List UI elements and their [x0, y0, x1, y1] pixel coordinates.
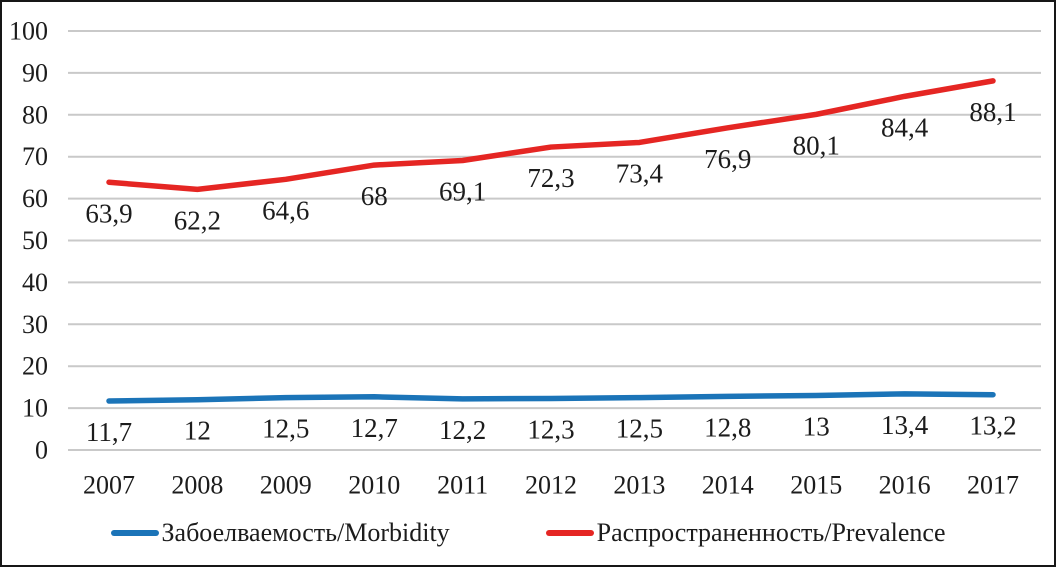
y-axis-tick-label: 20 [22, 352, 48, 381]
data-label: 12,2 [439, 415, 486, 445]
data-label: 73,4 [616, 158, 664, 188]
y-axis-tick-label: 50 [22, 226, 48, 255]
data-label: 12,5 [616, 414, 663, 444]
data-label: 13,2 [969, 411, 1016, 441]
x-axis-tick-label: 2007 [83, 471, 135, 500]
x-axis-tick-label: 2016 [879, 471, 931, 500]
x-axis-tick-label: 2017 [967, 471, 1019, 500]
y-axis-tick-label: 100 [9, 17, 48, 46]
data-label: 72,3 [527, 163, 574, 193]
y-axis-tick-label: 10 [22, 394, 48, 423]
data-label: 12,3 [527, 414, 574, 444]
morbidity-line-swatch-icon [110, 530, 159, 536]
x-axis-tick-label: 2013 [613, 471, 665, 500]
data-label: 63,9 [85, 198, 132, 228]
data-label: 88,1 [969, 97, 1016, 127]
data-label: 62,2 [174, 205, 221, 235]
x-axis-tick-label: 2014 [702, 471, 754, 500]
data-label: 12,8 [704, 412, 751, 442]
legend-label-morbidity: Забоелваемость/Morbidity [161, 518, 450, 547]
data-label: 76,9 [704, 144, 751, 174]
x-axis-tick-label: 2015 [790, 471, 842, 500]
data-label: 13,4 [881, 410, 929, 440]
legend-label-prevalence: Распространенность/Prevalence [596, 518, 946, 547]
y-axis-tick-label: 0 [35, 436, 48, 465]
y-axis-tick-label: 70 [22, 142, 48, 171]
data-label: 13 [803, 412, 830, 442]
y-axis-tick-label: 80 [22, 100, 48, 129]
data-label: 80,1 [793, 130, 840, 160]
prevalence-line [106, 78, 996, 193]
prevalence-line-swatch-icon [545, 530, 594, 536]
y-axis-tick-label: 30 [22, 310, 48, 339]
legend-item-prevalence: Распространенность/Prevalence [545, 518, 946, 547]
data-label: 84,4 [881, 112, 929, 142]
data-label: 12,7 [351, 413, 398, 443]
x-axis-tick-label: 2010 [348, 471, 400, 500]
data-label: 64,6 [262, 195, 309, 225]
data-label: 12,5 [262, 414, 309, 444]
data-label: 11,7 [86, 417, 132, 447]
morbidity-line [106, 391, 996, 404]
y-axis-tick-label: 60 [22, 184, 48, 213]
data-label: 69,1 [439, 176, 486, 206]
legend-item-morbidity: Забоелваемость/Morbidity [110, 518, 450, 547]
data-label: 68 [361, 181, 388, 211]
x-axis-tick-label: 2009 [260, 471, 312, 500]
x-axis-tick-label: 2008 [171, 471, 223, 500]
y-axis-tick-label: 40 [22, 268, 48, 297]
data-label: 12 [184, 416, 211, 446]
legend: Забоелваемость/Morbidity Распространенно… [2, 512, 1054, 554]
x-axis-tick-label: 2011 [437, 471, 488, 500]
y-axis-tick-label: 90 [22, 58, 48, 87]
x-axis-tick-label: 2012 [525, 471, 577, 500]
